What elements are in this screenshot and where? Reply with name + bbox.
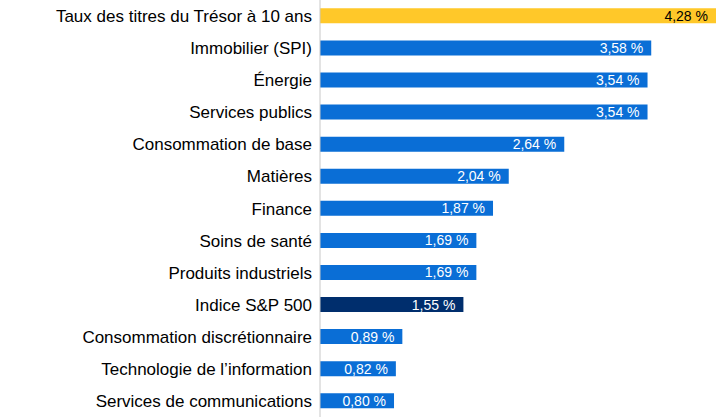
svg-text:1,87 %: 1,87 % <box>441 200 485 216</box>
svg-text:1,55 %: 1,55 % <box>412 297 456 313</box>
svg-text:Soins de santé: Soins de santé <box>200 232 312 251</box>
svg-text:Taux des titres du Trésor à 10: Taux des titres du Trésor à 10 ans <box>56 7 312 26</box>
svg-text:3,58 %: 3,58 % <box>600 40 644 56</box>
svg-text:Finance: Finance <box>252 200 312 219</box>
svg-text:Indice S&P 500: Indice S&P 500 <box>195 296 312 315</box>
svg-text:1,69 %: 1,69 % <box>425 232 469 248</box>
svg-text:2,04 %: 2,04 % <box>457 168 501 184</box>
svg-text:3,54 %: 3,54 % <box>596 104 640 120</box>
svg-text:Énergie: Énergie <box>253 71 312 90</box>
svg-text:3,54 %: 3,54 % <box>596 72 640 88</box>
svg-text:0,82 %: 0,82 % <box>344 361 388 377</box>
svg-text:Immobilier (SPI): Immobilier (SPI) <box>190 39 312 58</box>
svg-text:Services publics: Services publics <box>189 103 312 122</box>
svg-text:0,80 %: 0,80 % <box>342 393 386 409</box>
svg-text:4,28 %: 4,28 % <box>664 8 708 24</box>
svg-text:Consommation discrétionnaire: Consommation discrétionnaire <box>82 328 312 347</box>
svg-text:Services de communications: Services de communications <box>96 392 312 411</box>
svg-text:Consommation de base: Consommation de base <box>132 135 312 154</box>
svg-text:Matières: Matières <box>247 167 312 186</box>
svg-text:Produits industriels: Produits industriels <box>168 264 312 283</box>
svg-text:Technologie de l’information: Technologie de l’information <box>101 360 312 379</box>
svg-text:1,69 %: 1,69 % <box>425 264 469 280</box>
svg-text:2,64 %: 2,64 % <box>513 136 557 152</box>
svg-text:0,89 %: 0,89 % <box>351 329 395 345</box>
